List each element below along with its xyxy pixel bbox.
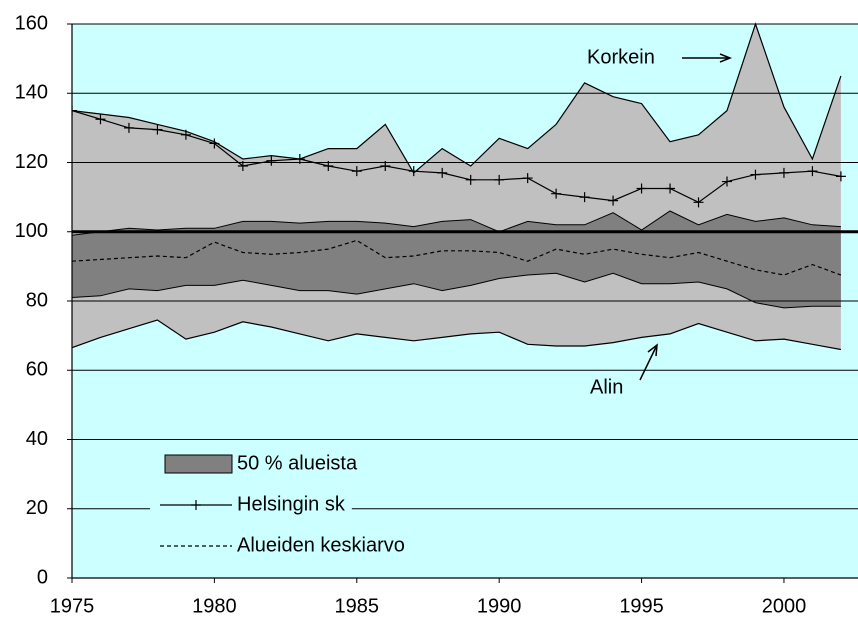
point-marker bbox=[522, 173, 533, 184]
band-edge bbox=[72, 210, 841, 236]
series-line bbox=[72, 22, 842, 174]
point-marker bbox=[807, 166, 818, 177]
point-marker bbox=[494, 174, 505, 185]
annotation-arrow bbox=[639, 343, 658, 381]
point-marker bbox=[95, 114, 106, 125]
y-tick-label: 120 bbox=[15, 151, 48, 173]
x-tick-label: 1980 bbox=[192, 595, 237, 617]
legend-swatch bbox=[164, 454, 233, 474]
series-line bbox=[72, 110, 842, 203]
point-marker bbox=[636, 183, 647, 194]
y-tick-label: 0 bbox=[37, 566, 48, 588]
y-tick-label: 160 bbox=[15, 12, 48, 34]
y-tick-label: 80 bbox=[26, 289, 48, 311]
legend-label: 50 % alueista bbox=[237, 452, 358, 474]
x-tick-label: 1985 bbox=[335, 595, 380, 617]
point-marker bbox=[750, 169, 761, 180]
point-marker bbox=[180, 129, 191, 140]
point-marker bbox=[408, 166, 419, 177]
x-tick-label: 1990 bbox=[477, 595, 522, 617]
point-marker bbox=[266, 155, 277, 166]
legend-marker bbox=[191, 500, 201, 510]
point-marker bbox=[693, 197, 704, 208]
y-tick-label: 40 bbox=[26, 428, 48, 450]
legend-background bbox=[150, 532, 411, 560]
annotation: Alin bbox=[590, 376, 623, 398]
plot-area bbox=[72, 22, 858, 510]
point-marker bbox=[437, 167, 448, 178]
y-tick-label: 60 bbox=[26, 359, 48, 381]
point-marker bbox=[351, 166, 362, 177]
point-marker bbox=[579, 192, 590, 203]
y-tick-label: 140 bbox=[15, 82, 48, 104]
annotation: Korkein bbox=[587, 46, 655, 68]
point-marker bbox=[835, 171, 846, 182]
x-tick-label: 2000 bbox=[762, 595, 807, 617]
legend-label: Helsingin sk bbox=[237, 493, 346, 515]
y-tick-label: 20 bbox=[26, 497, 48, 519]
annotation-arrow bbox=[682, 53, 733, 63]
series-line bbox=[72, 239, 842, 276]
point-marker bbox=[209, 138, 220, 149]
series-line bbox=[72, 319, 842, 351]
point-marker bbox=[294, 154, 305, 165]
y-tick-label: 100 bbox=[15, 220, 48, 242]
band-edge bbox=[72, 272, 841, 309]
point-marker bbox=[465, 174, 476, 185]
x-tick-label: 1975 bbox=[50, 595, 95, 617]
point-marker bbox=[665, 183, 676, 194]
point-marker bbox=[551, 188, 562, 199]
point-marker bbox=[152, 124, 163, 135]
point-marker bbox=[778, 167, 789, 178]
point-marker bbox=[123, 122, 134, 133]
point-marker bbox=[72, 105, 77, 116]
point-marker bbox=[323, 160, 334, 171]
point-marker bbox=[608, 195, 619, 206]
legend-label: Alueiden keskiarvo bbox=[237, 534, 405, 556]
x-tick-label: 1995 bbox=[619, 595, 664, 617]
point-marker bbox=[722, 176, 732, 187]
point-marker bbox=[380, 160, 391, 171]
point-marker bbox=[237, 160, 248, 171]
